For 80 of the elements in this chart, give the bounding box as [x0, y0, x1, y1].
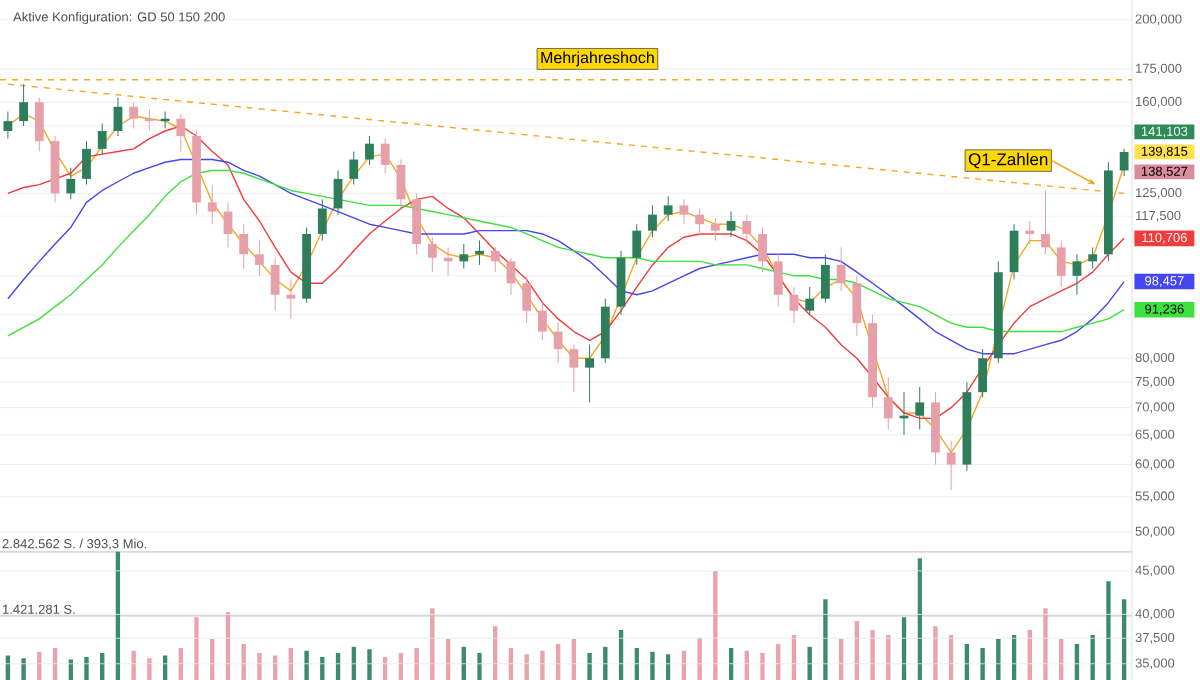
candlestick	[113, 97, 123, 137]
candlestick	[553, 322, 563, 364]
bar	[131, 650, 136, 680]
bar	[650, 651, 655, 680]
candlestick	[66, 167, 76, 200]
candlestick	[176, 113, 186, 153]
bar	[870, 629, 875, 680]
candlestick	[569, 344, 579, 393]
bar	[697, 637, 702, 680]
bar	[996, 638, 1001, 680]
candlestick	[19, 83, 29, 127]
candlestick	[270, 257, 280, 312]
candlestick	[742, 214, 752, 245]
bar	[37, 651, 42, 680]
bar	[713, 571, 718, 680]
bar	[304, 650, 309, 680]
candlestick	[129, 101, 139, 130]
candlestick	[836, 246, 846, 292]
candlestick	[632, 223, 642, 266]
candlestick	[805, 286, 815, 316]
candlestick	[396, 159, 406, 209]
candlestick	[726, 211, 736, 238]
candlestick	[821, 253, 830, 304]
bar	[524, 654, 529, 680]
candlestick	[883, 376, 893, 430]
candlestick	[1088, 246, 1098, 269]
candlestick	[773, 253, 783, 308]
candlestick	[459, 243, 469, 269]
candlestick	[380, 138, 390, 174]
candlestick	[286, 279, 296, 320]
candlestick	[365, 135, 374, 166]
bar	[84, 656, 89, 680]
candlestick	[239, 223, 249, 269]
candlestick	[663, 195, 673, 222]
bar	[430, 608, 435, 680]
candlestick	[522, 275, 532, 324]
bar	[21, 658, 26, 680]
candlestick	[1025, 220, 1035, 245]
bar	[587, 653, 592, 680]
candlestick	[3, 111, 13, 140]
candlestick	[758, 226, 767, 273]
candlestick	[538, 302, 547, 341]
candlestick	[34, 97, 44, 153]
candlestick	[852, 275, 862, 337]
candlestick	[349, 151, 359, 186]
candlestick	[915, 386, 925, 430]
candlestick	[255, 240, 264, 277]
candlestick	[427, 236, 437, 273]
candlestick	[585, 344, 594, 403]
candlestick	[1119, 148, 1129, 177]
bar	[414, 647, 419, 680]
candlestick	[1072, 253, 1082, 296]
candlestick	[82, 140, 91, 186]
candlestick	[412, 192, 422, 255]
candlestick	[710, 217, 720, 242]
candlestick	[695, 207, 705, 235]
candlestick	[506, 257, 516, 296]
bar	[320, 656, 325, 680]
bar	[603, 646, 608, 680]
candlestick	[679, 198, 689, 225]
annotation: Q1-Zahlen	[968, 152, 1048, 169]
bar	[257, 653, 262, 680]
candlestick	[1009, 223, 1019, 281]
bar	[933, 626, 938, 680]
candlestick	[789, 286, 799, 324]
candlestick	[648, 204, 657, 238]
candlestick	[97, 123, 107, 155]
candlestick	[978, 348, 988, 398]
bar	[147, 658, 152, 680]
bar	[807, 646, 812, 680]
candlestick	[1041, 189, 1050, 255]
candlestick	[946, 440, 956, 491]
candlestick	[1056, 240, 1066, 288]
bar	[980, 647, 985, 680]
candlestick	[317, 198, 327, 242]
candlestick	[490, 246, 500, 273]
bar	[367, 649, 372, 680]
ref-line-label: Mehrjahreshoch	[541, 51, 654, 67]
candlestick	[475, 240, 484, 266]
candlestick	[207, 184, 217, 225]
